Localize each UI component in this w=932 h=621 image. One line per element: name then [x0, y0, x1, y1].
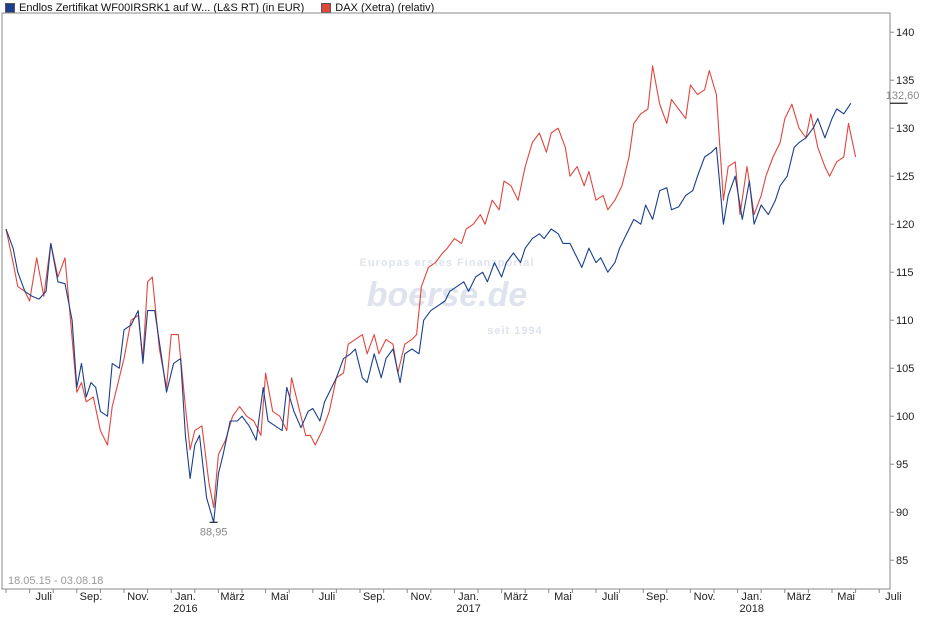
watermark-brand: boerse.de: [367, 276, 528, 314]
y-tick-label: 125: [896, 171, 914, 183]
x-year-label: 2018: [740, 603, 764, 615]
x-tick-label: Juli: [602, 591, 619, 603]
y-axis: 85 90 95 100 105 110 115 120 125 130 135 140: [890, 27, 914, 567]
x-tick-label: Sep.: [363, 591, 386, 603]
legend-label-dax: DAX (Xetra) (relativ): [335, 2, 435, 14]
y-tick-label: 110: [896, 315, 914, 327]
y-tick-label: 100: [896, 411, 914, 423]
x-tick-label: Juli: [319, 591, 336, 603]
y-tick-label: 85: [896, 555, 908, 567]
watermark-since: seit 1994: [487, 325, 542, 337]
x-tick-label: Nov.: [127, 591, 149, 603]
y-tick-label: 95: [896, 459, 908, 471]
y-tick-label: 115: [896, 267, 914, 279]
x-year-label: 2017: [456, 603, 480, 615]
x-tick-label: Mai: [837, 591, 855, 603]
x-tick-label: Sep.: [80, 591, 103, 603]
y-tick-label: 105: [896, 363, 914, 375]
y-tick-label: 140: [896, 27, 914, 39]
x-tick-label: März: [504, 591, 528, 603]
x-tick-label: Jan.: [741, 591, 762, 603]
x-tick-label: Nov.: [410, 591, 432, 603]
x-tick-label: Jan.: [175, 591, 196, 603]
plot-frame: [1, 12, 891, 590]
x-tick-label: Mai: [271, 591, 289, 603]
x-tick-label: März: [220, 591, 244, 603]
series-layer: [5, 65, 857, 523]
x-tick-label: März: [787, 591, 811, 603]
watermark-tagline: Europas erstes Finanzportal: [360, 257, 535, 269]
legend: Endlos Zertifikat WF00IRSRK1 auf W... (L…: [0, 0, 446, 16]
series-line-dax: [5, 65, 857, 508]
x-tick-label: Mai: [554, 591, 572, 603]
date-range-label: 18.05.15 - 03.08.18: [8, 575, 103, 587]
x-tick-label: Juli: [36, 591, 53, 603]
x-year-label: 2016: [173, 603, 197, 615]
y-tick-label: 135: [896, 75, 914, 87]
annotation-layer: 88,95 132,60: [200, 90, 920, 538]
y-tick-label: 130: [896, 123, 914, 135]
y-tick-label: 90: [896, 507, 908, 519]
x-tick-label: Juli: [885, 591, 902, 603]
x-tick-label: Nov.: [694, 591, 716, 603]
series-line-zertifikat: [5, 102, 852, 523]
watermark: Europas erstes Finanzportal boerse.de se…: [360, 257, 542, 337]
x-tick-label: Jan.: [458, 591, 479, 603]
y-tick-label: 120: [896, 219, 914, 231]
x-tick-label: Sep.: [646, 591, 669, 603]
low-annotation: 88,95: [200, 526, 228, 538]
legend-label-zertifikat: Endlos Zertifikat WF00IRSRK1 auf W... (L…: [19, 2, 305, 14]
last-annotation: 132,60: [886, 90, 920, 102]
